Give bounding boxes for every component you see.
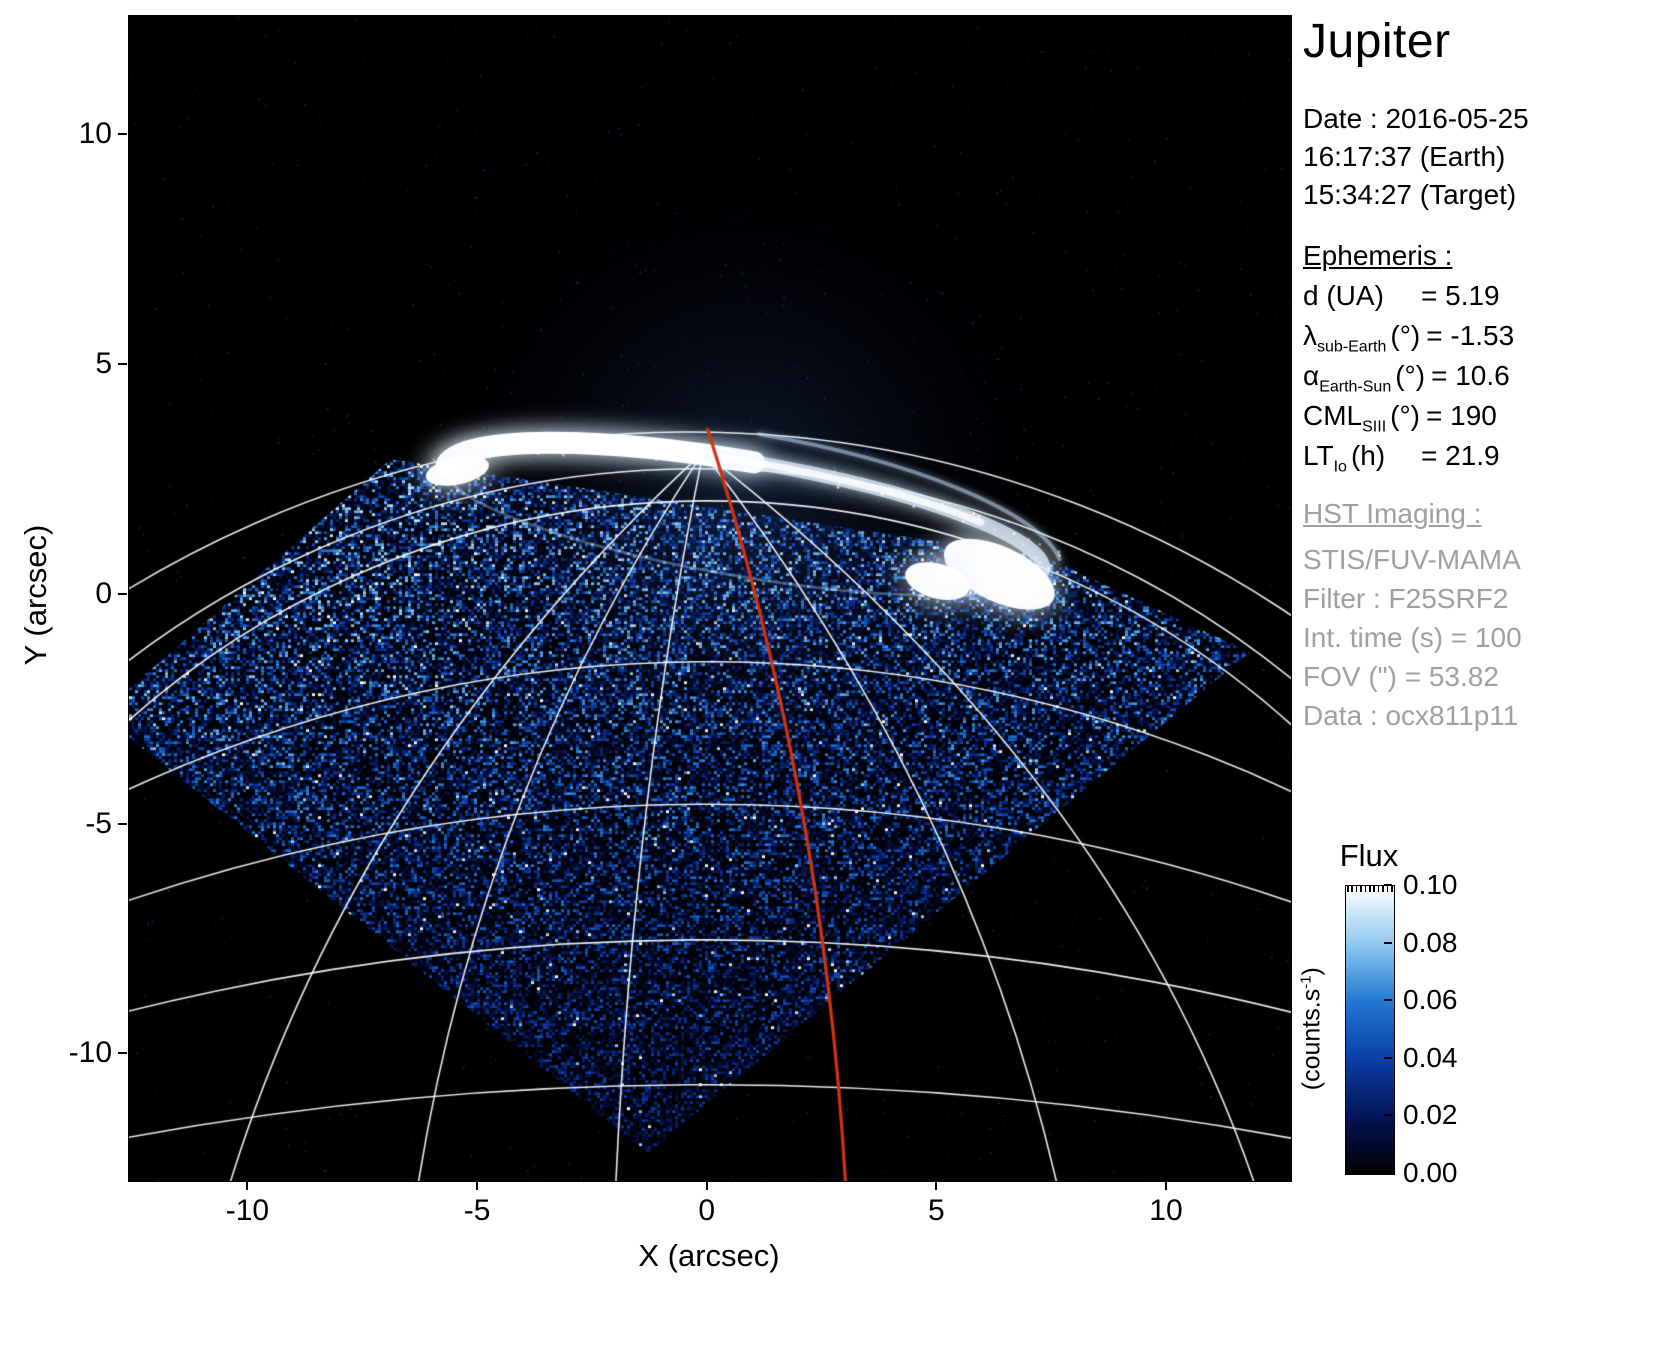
y-tick-label: -10 bbox=[24, 1036, 112, 1070]
date-block: Date : 2016-05-25 16:17:37 (Earth) 15:34… bbox=[1303, 100, 1529, 214]
ephemeris-row-value: = 21.9 bbox=[1421, 440, 1500, 472]
x-tick-mark bbox=[706, 1181, 708, 1190]
colorbar-tick-mark bbox=[1384, 999, 1392, 1001]
ephemeris-row-value: = 5.19 bbox=[1421, 280, 1500, 312]
y-tick-label: 5 bbox=[24, 347, 112, 381]
colorbar-tick-mark bbox=[1384, 1057, 1392, 1059]
x-tick-label: 0 bbox=[662, 1194, 752, 1228]
colorbar-tick-label: 0.10 bbox=[1403, 870, 1513, 900]
ephemeris-row-label: LTIo (h) bbox=[1303, 440, 1415, 477]
y-tick-label: -5 bbox=[24, 807, 112, 841]
hst-line: Filter : F25SRF2 bbox=[1303, 579, 1522, 618]
x-tick-mark bbox=[935, 1181, 937, 1190]
date-line: 15:34:27 (Target) bbox=[1303, 176, 1529, 214]
colorbar-minor-tick-mark bbox=[1351, 885, 1353, 892]
x-axis-label: X (arcsec) bbox=[559, 1238, 859, 1274]
colorbar-tick-label: 0.04 bbox=[1403, 1043, 1513, 1073]
x-tick-mark bbox=[476, 1181, 478, 1190]
hst-imaging-block: STIS/FUV-MAMA Filter : F25SRF2 Int. time… bbox=[1303, 540, 1522, 735]
ephemeris-row-value: = 190 bbox=[1426, 400, 1497, 432]
hst-imaging-heading: HST Imaging : bbox=[1303, 498, 1481, 530]
ephemeris-row-label: λsub-Earth (°) bbox=[1303, 320, 1420, 357]
colorbar-tick-mark bbox=[1384, 1114, 1392, 1116]
colorbar-tick-mark bbox=[1384, 942, 1392, 944]
hst-line: Data : ocx811p11 bbox=[1303, 696, 1522, 735]
colorbar-minor-tick-mark bbox=[1373, 885, 1375, 892]
y-tick-mark bbox=[118, 133, 127, 135]
y-tick-mark bbox=[118, 593, 127, 595]
ephemeris-row: λsub-Earth (°) = -1.53 bbox=[1303, 320, 1514, 360]
colorbar-tick-mark bbox=[1384, 1172, 1392, 1174]
figure-root: X (arcsec) Y (arcsec) Jupiter Date : 201… bbox=[0, 0, 1676, 1367]
date-line: Date : 2016-05-25 bbox=[1303, 100, 1529, 138]
x-tick-label: 10 bbox=[1121, 1194, 1211, 1228]
figure-title: Jupiter bbox=[1303, 14, 1451, 69]
y-tick-label: 0 bbox=[24, 577, 112, 611]
ephemeris-row-value: = -1.53 bbox=[1426, 320, 1514, 352]
hst-line: Int. time (s) = 100 bbox=[1303, 618, 1522, 657]
aurora-image-canvas bbox=[129, 16, 1291, 1181]
y-tick-mark bbox=[118, 823, 127, 825]
colorbar-minor-tick-mark bbox=[1387, 885, 1389, 892]
plot-area bbox=[128, 15, 1292, 1182]
ephemeris-heading: Ephemeris : bbox=[1303, 240, 1452, 272]
colorbar-minor-tick-mark bbox=[1360, 885, 1362, 892]
hst-line: STIS/FUV-MAMA bbox=[1303, 540, 1522, 579]
date-line: 16:17:37 (Earth) bbox=[1303, 138, 1529, 176]
colorbar-minor-tick-mark bbox=[1391, 885, 1393, 892]
colorbar-minor-tick-mark bbox=[1378, 885, 1380, 892]
ephemeris-row: LTIo (h) = 21.9 bbox=[1303, 440, 1514, 480]
hst-line: FOV (") = 53.82 bbox=[1303, 657, 1522, 696]
ephemeris-row-label: CMLSIII (°) bbox=[1303, 400, 1420, 437]
ephemeris-row-label: d (UA) bbox=[1303, 280, 1415, 317]
ephemeris-row: αEarth-Sun (°) = 10.6 bbox=[1303, 360, 1514, 400]
colorbar-tick-label: 0.00 bbox=[1403, 1158, 1513, 1188]
ephemeris-row: d (UA) = 5.19 bbox=[1303, 280, 1514, 320]
y-tick-mark bbox=[118, 363, 127, 365]
x-tick-label: -10 bbox=[202, 1194, 292, 1228]
y-tick-label: 10 bbox=[24, 117, 112, 151]
x-tick-mark bbox=[246, 1181, 248, 1190]
x-tick-label: -5 bbox=[432, 1194, 522, 1228]
x-tick-label: 5 bbox=[891, 1194, 981, 1228]
colorbar-minor-tick-mark bbox=[1356, 885, 1358, 892]
y-tick-mark bbox=[118, 1052, 127, 1054]
colorbar-minor-tick-mark bbox=[1365, 885, 1367, 892]
x-tick-mark bbox=[1165, 1181, 1167, 1190]
colorbar bbox=[1345, 885, 1395, 1175]
colorbar-tick-label: 0.02 bbox=[1403, 1100, 1513, 1130]
colorbar-minor-tick-mark bbox=[1347, 885, 1349, 892]
ephemeris-row-label: αEarth-Sun (°) bbox=[1303, 360, 1425, 397]
ephemeris-row-value: = 10.6 bbox=[1431, 360, 1510, 392]
colorbar-minor-tick-mark bbox=[1382, 885, 1384, 892]
ephemeris-row: CMLSIII (°) = 190 bbox=[1303, 400, 1514, 440]
ephemeris-table: d (UA) = 5.19 λsub-Earth (°) = -1.53 αEar… bbox=[1303, 280, 1514, 480]
colorbar-minor-tick-mark bbox=[1369, 885, 1371, 892]
colorbar-unit-label: (counts.s-1) bbox=[1297, 879, 1326, 1179]
colorbar-tick-label: 0.08 bbox=[1403, 928, 1513, 958]
colorbar-tick-label: 0.06 bbox=[1403, 985, 1513, 1015]
